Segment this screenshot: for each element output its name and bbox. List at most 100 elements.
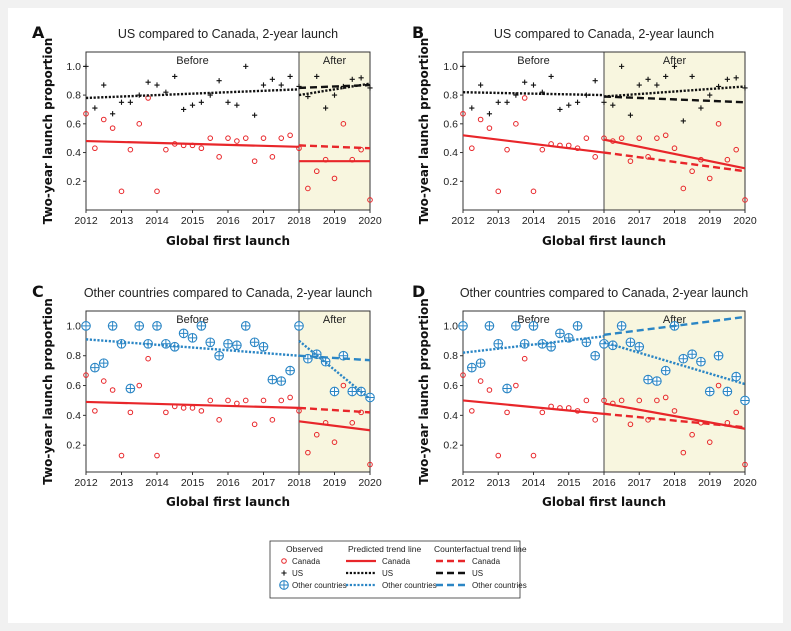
- y-tick-label: 0.2: [66, 440, 81, 452]
- marker-cross: [493, 339, 503, 349]
- point-us: [460, 63, 466, 69]
- point-canada: [313, 431, 320, 438]
- point-other-countries: [187, 332, 198, 343]
- phase-label-after: After: [663, 55, 687, 67]
- marker-cross: [467, 363, 477, 372]
- trend-line-canada-predicted: [85, 400, 300, 409]
- trend-line-other-countries-predicted: [85, 338, 300, 357]
- point-canada: [198, 145, 205, 152]
- point-canada: [313, 168, 320, 175]
- y-tick-label: 1.0: [443, 61, 458, 73]
- phase-label-before: Before: [517, 314, 549, 326]
- point-canada: [724, 156, 731, 163]
- point-us: [627, 112, 634, 118]
- point-other-countries: [81, 321, 91, 331]
- trend-line-canada-predicted: [298, 420, 371, 432]
- panel-title: Other countries compared to Canada, 2-ye…: [460, 286, 748, 300]
- marker-cross: [223, 339, 233, 349]
- point-other-countries: [678, 353, 689, 364]
- legend-label: Canada: [472, 557, 501, 566]
- x-tick-label: 2017: [252, 215, 276, 227]
- point-canada: [127, 409, 134, 416]
- after-period-shading: [604, 311, 745, 472]
- point-canada: [269, 417, 276, 423]
- marker-cross: [661, 366, 670, 375]
- trend-line-canada-counterfactual: [603, 151, 746, 173]
- marker-cross: [250, 338, 259, 347]
- marker-cross: [511, 321, 521, 331]
- point-us: [504, 99, 510, 105]
- point-us: [707, 92, 713, 98]
- point-canada: [251, 158, 258, 164]
- y-tick-label: 0.8: [443, 90, 458, 102]
- marker-cross: [546, 342, 556, 352]
- point-canada: [367, 197, 373, 203]
- after-period-shading: [604, 52, 745, 210]
- point-canada: [127, 146, 134, 153]
- marker-cross: [197, 321, 206, 331]
- point-us: [216, 78, 222, 84]
- point-other-countries: [134, 321, 145, 331]
- point-canada: [269, 154, 276, 160]
- point-canada: [742, 461, 748, 468]
- point-canada: [592, 417, 598, 423]
- trend-line-us-predicted: [462, 91, 605, 97]
- data-points: [81, 321, 375, 468]
- data-points: [83, 63, 373, 203]
- point-other-countries: [713, 350, 724, 361]
- point-us: [145, 79, 151, 85]
- x-tick-label: 2013: [487, 477, 511, 489]
- point-canada: [358, 146, 364, 153]
- point-canada: [460, 110, 466, 117]
- point-us: [207, 92, 213, 98]
- trend-line-us-counterfactual: [298, 83, 371, 90]
- point-us: [234, 102, 240, 108]
- point-canada: [627, 158, 634, 164]
- trend-line-canada-predicted: [603, 402, 746, 430]
- point-canada: [331, 439, 338, 445]
- legend-label: Other countries: [292, 581, 347, 590]
- point-canada: [109, 125, 116, 131]
- x-tick-label: 2012: [451, 477, 475, 489]
- legend-label: Other countries: [472, 581, 527, 590]
- legend-header-counterfactual: Counterfactual trend line: [434, 544, 527, 554]
- point-us: [530, 82, 537, 88]
- point-canada: [100, 116, 107, 123]
- point-canada: [495, 188, 502, 195]
- point-other-countries: [652, 376, 662, 386]
- point-canada: [278, 397, 285, 404]
- trend-line-canada-counterfactual: [603, 412, 746, 429]
- legend-label: Other countries: [382, 581, 437, 590]
- point-us: [645, 76, 651, 82]
- x-axis-label: Global first launch: [166, 495, 290, 509]
- point-us: [252, 112, 258, 118]
- marker-cross: [259, 342, 268, 352]
- point-other-countries: [722, 386, 733, 397]
- point-other-countries: [475, 358, 486, 369]
- marker-cross: [626, 338, 635, 347]
- point-canada: [477, 378, 484, 384]
- trend-line-us-counterfactual: [603, 95, 746, 104]
- point-us: [118, 99, 125, 105]
- y-tick-label: 0.6: [443, 380, 458, 392]
- trend-line-canada-predicted: [603, 138, 746, 170]
- point-canada: [530, 452, 537, 459]
- x-tick-label: 2018: [287, 215, 311, 227]
- marker-cross: [205, 338, 215, 347]
- trend-line-canada-predicted: [462, 399, 605, 415]
- phase-label-after: After: [323, 314, 347, 326]
- point-canada: [530, 188, 537, 195]
- trend-line-other-countries-predicted: [462, 335, 605, 354]
- trend-lines: [85, 338, 371, 432]
- x-axis-label: Global first launch: [542, 495, 666, 509]
- point-canada: [234, 138, 240, 144]
- point-us: [671, 63, 678, 69]
- point-us: [225, 99, 231, 105]
- marker-cross: [555, 329, 565, 338]
- point-other-countries: [616, 321, 627, 331]
- point-other-countries: [572, 321, 583, 331]
- marker-cross: [582, 338, 591, 347]
- point-us: [619, 63, 625, 69]
- x-tick-label: 2018: [663, 215, 687, 227]
- marker-cross: [731, 372, 741, 381]
